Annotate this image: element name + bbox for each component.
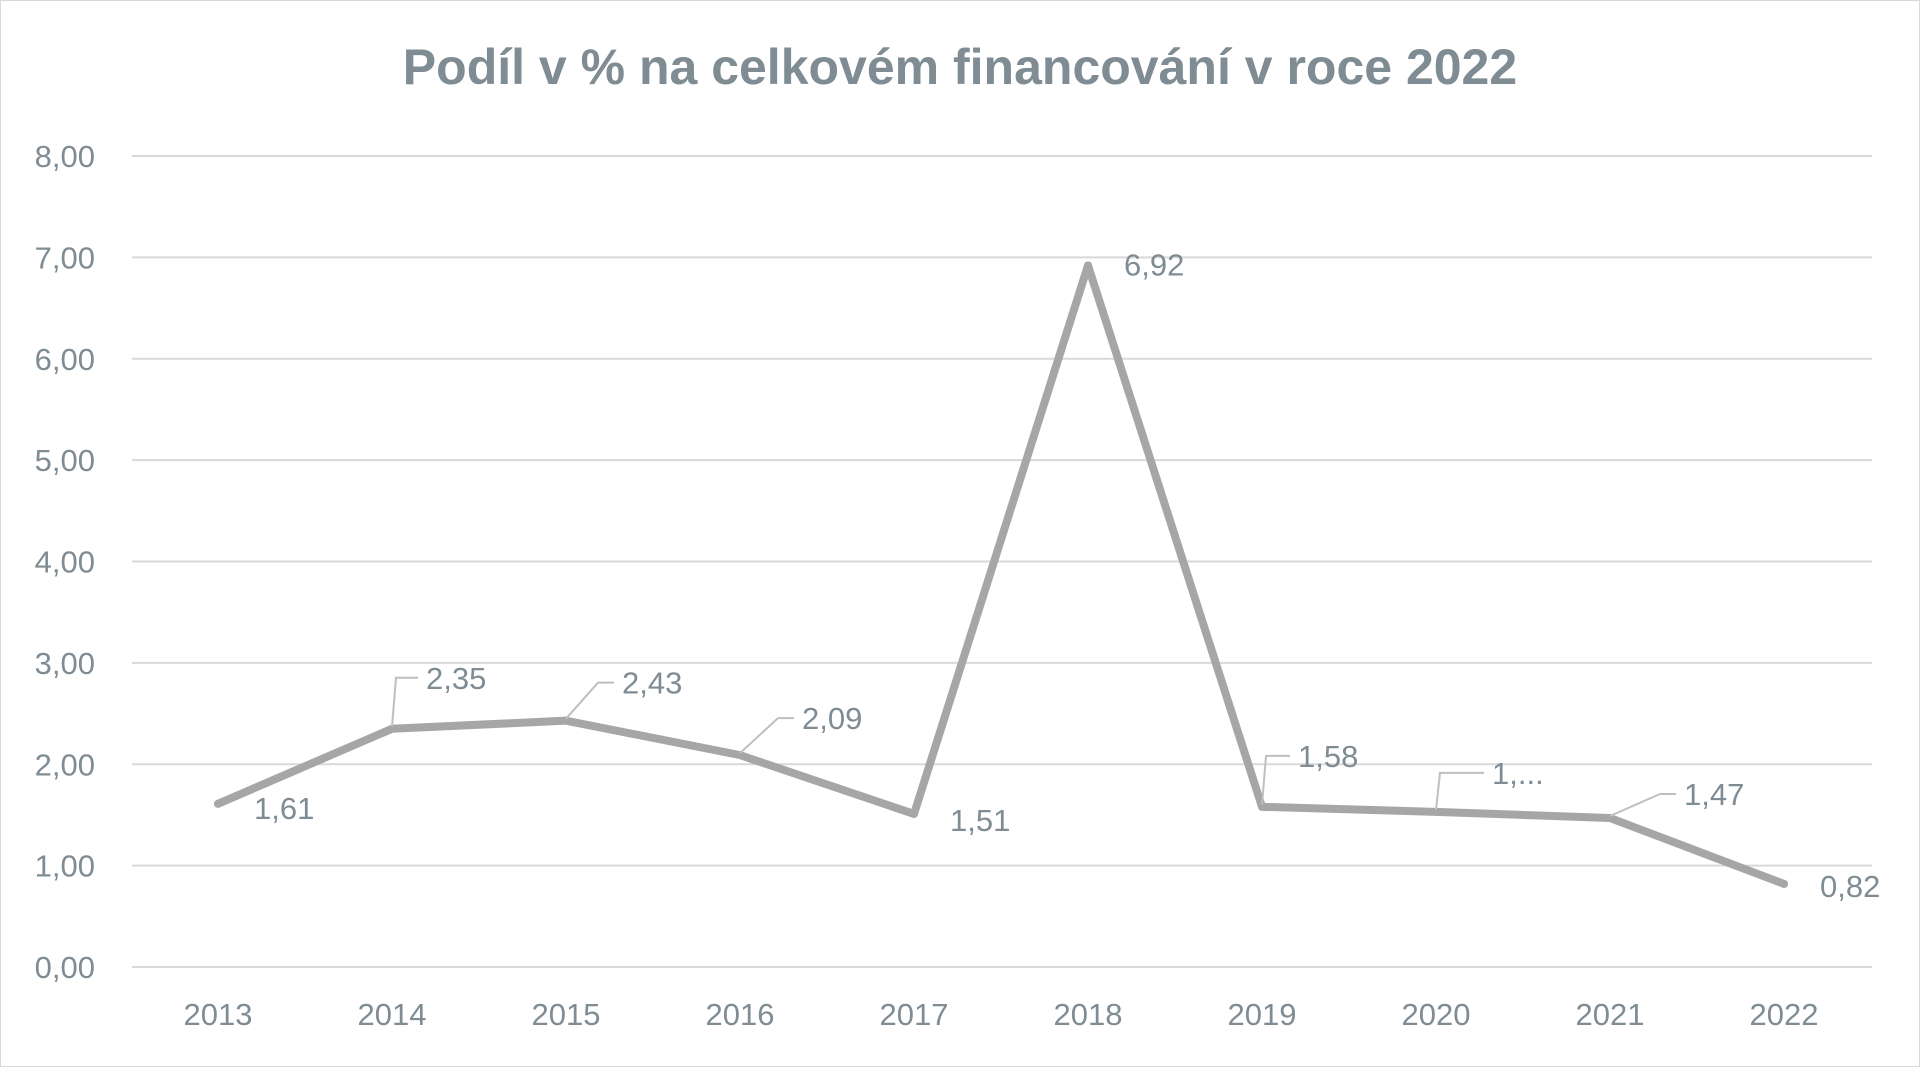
- y-tick-label: 0,00: [35, 950, 95, 985]
- y-tick-label: 5,00: [35, 443, 95, 478]
- series-line-group: [214, 261, 1788, 888]
- data-label: 6,92: [1124, 247, 1184, 282]
- x-tick-label: 2018: [1054, 997, 1123, 1032]
- data-label: 0,82: [1820, 869, 1880, 904]
- data-label: 2,09: [802, 701, 862, 736]
- gridlines: [132, 155, 1872, 968]
- x-tick-label: 2015: [532, 997, 601, 1032]
- x-tick-label: 2019: [1228, 997, 1297, 1032]
- x-tick-label: 2022: [1750, 997, 1819, 1032]
- x-tick-label: 2014: [358, 997, 427, 1032]
- data-point: [1084, 261, 1092, 270]
- x-tick-label: 2017: [880, 997, 949, 1032]
- data-point: [910, 809, 918, 818]
- data-label: 2,43: [622, 666, 682, 701]
- data-label-leader: [1261, 754, 1290, 805]
- y-axis-ticks: 0,00 1,00 2,00 3,00 4,00 5,00 6,00 7,00 8,00: [35, 139, 95, 985]
- y-tick-label: 2,00: [35, 747, 95, 782]
- series-line: [214, 261, 1788, 888]
- data-label: 2,35: [426, 661, 486, 696]
- x-tick-label: 2016: [706, 997, 775, 1032]
- y-tick-label: 4,00: [35, 545, 95, 580]
- x-tick-label: 2021: [1576, 997, 1645, 1032]
- y-tick-label: 1,00: [35, 849, 95, 884]
- data-label-leader: [1435, 771, 1484, 811]
- data-label-leader: [1609, 792, 1676, 817]
- data-label-leader: [391, 676, 418, 727]
- data-point: [1258, 802, 1266, 811]
- y-tick-label: 3,00: [35, 646, 95, 681]
- y-tick-label: 8,00: [35, 139, 95, 174]
- data-point: [214, 799, 222, 808]
- data-label-leaders: [391, 676, 1676, 817]
- data-label-leader: [565, 681, 614, 720]
- data-point: [1432, 807, 1440, 816]
- y-tick-label: 7,00: [35, 240, 95, 275]
- data-label: 1,61: [254, 791, 314, 826]
- y-tick-label: 6,00: [35, 342, 95, 377]
- data-point: [1780, 879, 1788, 888]
- data-label: 1,...: [1492, 756, 1544, 791]
- chart-title: Podíl v % na celkovém financování v roce…: [402, 39, 1518, 95]
- data-label-leader: [739, 717, 794, 754]
- data-point: [736, 751, 744, 760]
- data-label: 1,51: [950, 803, 1010, 838]
- x-tick-label: 2020: [1402, 997, 1471, 1032]
- x-tick-label: 2013: [184, 997, 253, 1032]
- data-label: 1,47: [1684, 777, 1744, 812]
- x-axis-ticks: 2013 2014 2015 2016 2017 2018 2019 2020 2021 2022: [184, 997, 1819, 1032]
- data-point: [388, 724, 396, 733]
- data-point: [562, 716, 570, 725]
- data-labels: 1,61 2,35 2,43 2,09 1,51 6,92 1,58 1,... 1,47 0,8…: [254, 247, 1880, 903]
- data-label: 1,58: [1298, 739, 1358, 774]
